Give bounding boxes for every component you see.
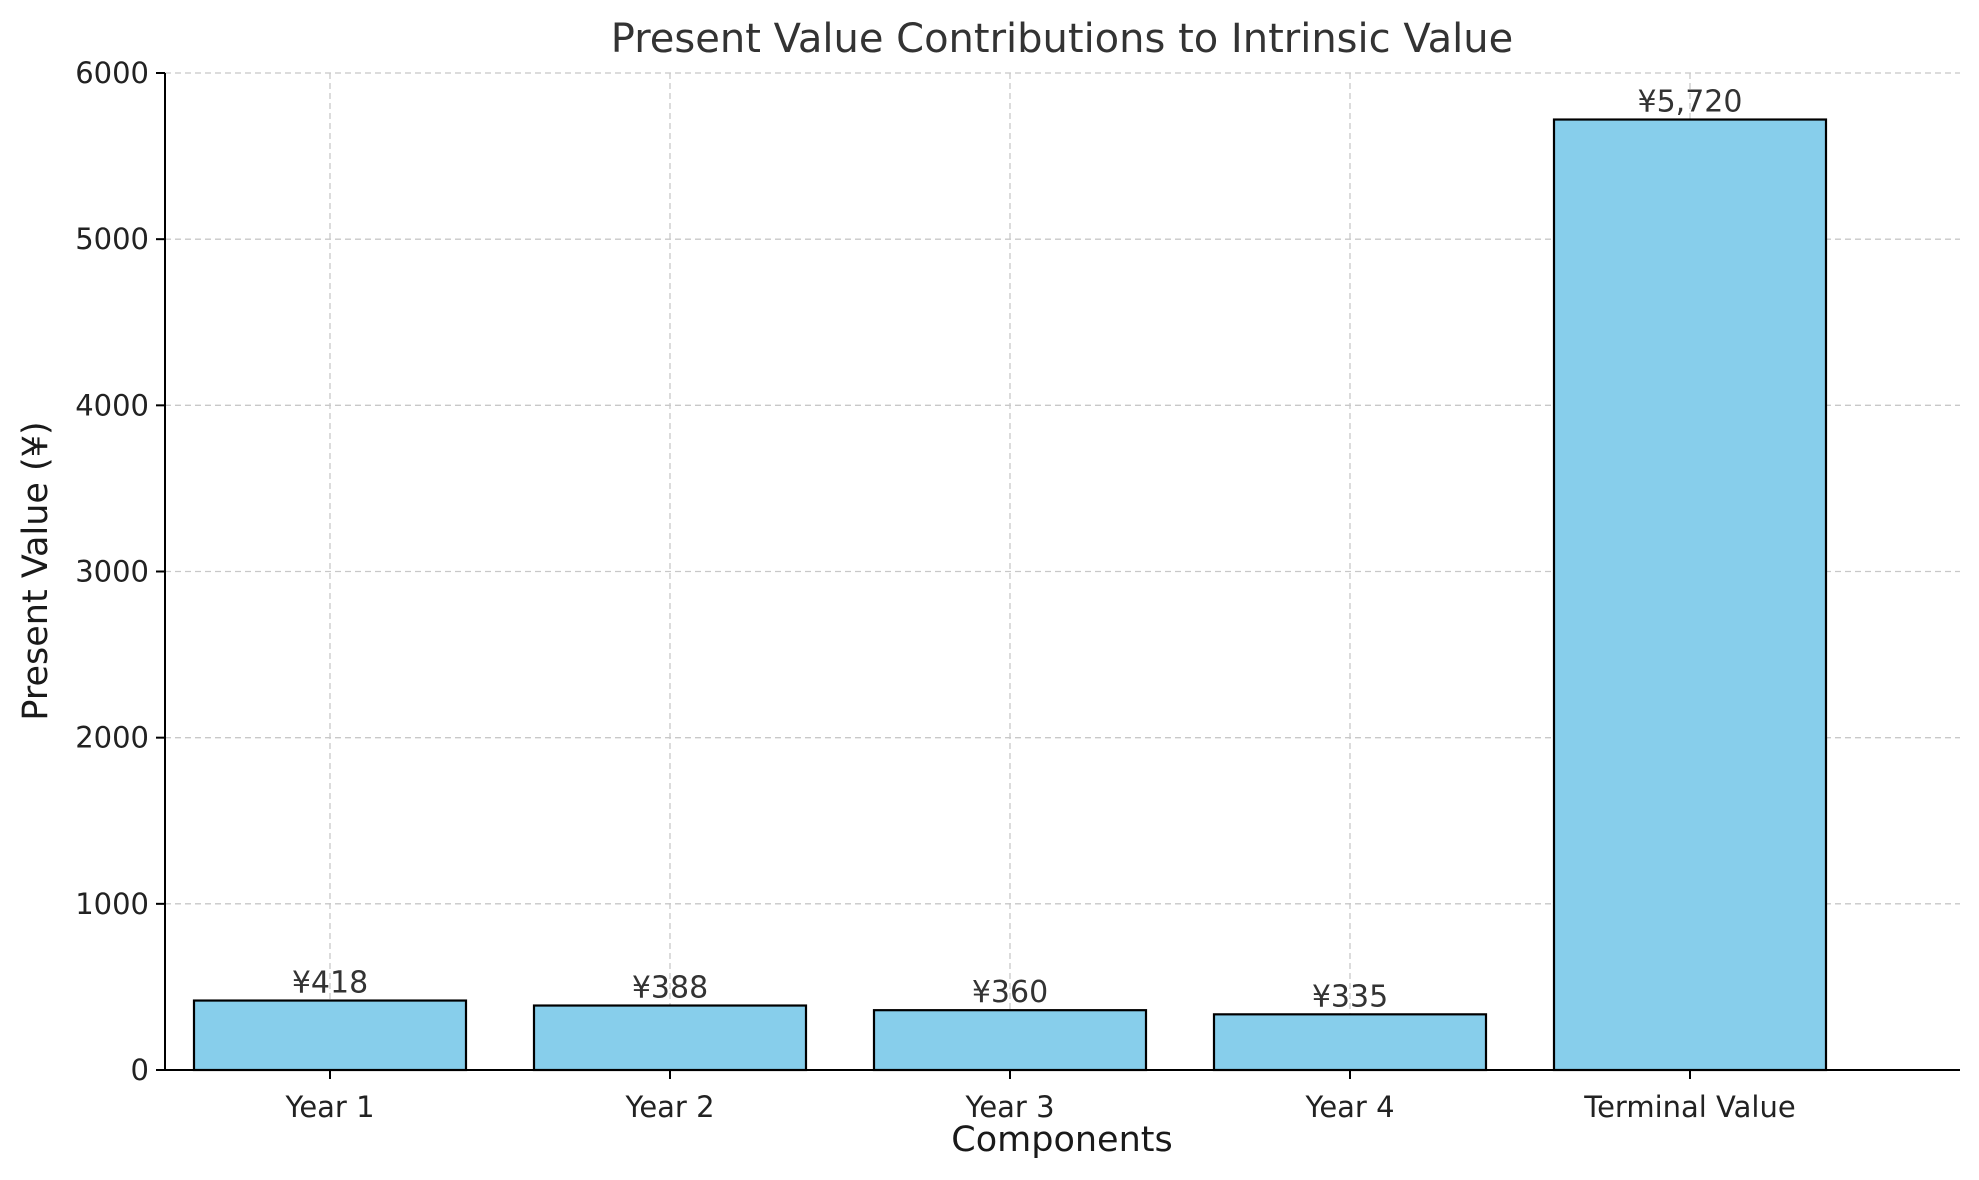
x-tick-label: Year 3: [964, 1090, 1054, 1124]
y-tick-label: 6000: [75, 56, 149, 90]
x-axis-label: Components: [951, 1120, 1172, 1160]
bar: [1552, 118, 1828, 1072]
x-tick-label: Year 4: [1304, 1090, 1394, 1124]
bar-value-label: ¥335: [1312, 979, 1388, 1014]
chart-title: Present Value Contributions to Intrinsic…: [611, 16, 1513, 62]
y-tick-label: 2000: [75, 721, 149, 755]
bar: [532, 1004, 808, 1072]
x-tick-label: Year 1: [284, 1090, 374, 1124]
bar: [872, 1009, 1148, 1072]
x-tick-label: Terminal Value: [1583, 1090, 1795, 1124]
ticks: 0 1000 2000 3000 4000 5000 6000 Year 1 Year 2 Yea…: [75, 56, 1796, 1124]
y-axis-label: Present Value (¥): [16, 421, 56, 720]
y-tick-label: 4000: [75, 388, 149, 422]
bar-value-label: ¥360: [972, 975, 1048, 1010]
y-tick-label: 5000: [75, 222, 149, 256]
bar-value-label: ¥418: [292, 966, 368, 1001]
bar: [192, 999, 468, 1072]
y-tick-label: 0: [131, 1053, 149, 1087]
y-tick-label: 3000: [75, 555, 149, 589]
data-labels: ¥418 ¥388 ¥360 ¥335 ¥5,720: [292, 85, 1743, 1015]
bar-value-label: ¥388: [632, 971, 708, 1006]
bar-value-label: ¥5,720: [1638, 85, 1743, 120]
bars: [192, 118, 1828, 1072]
bar: [1212, 1013, 1488, 1072]
y-tick-label: 1000: [75, 887, 149, 921]
x-tick-label: Year 2: [624, 1090, 714, 1124]
